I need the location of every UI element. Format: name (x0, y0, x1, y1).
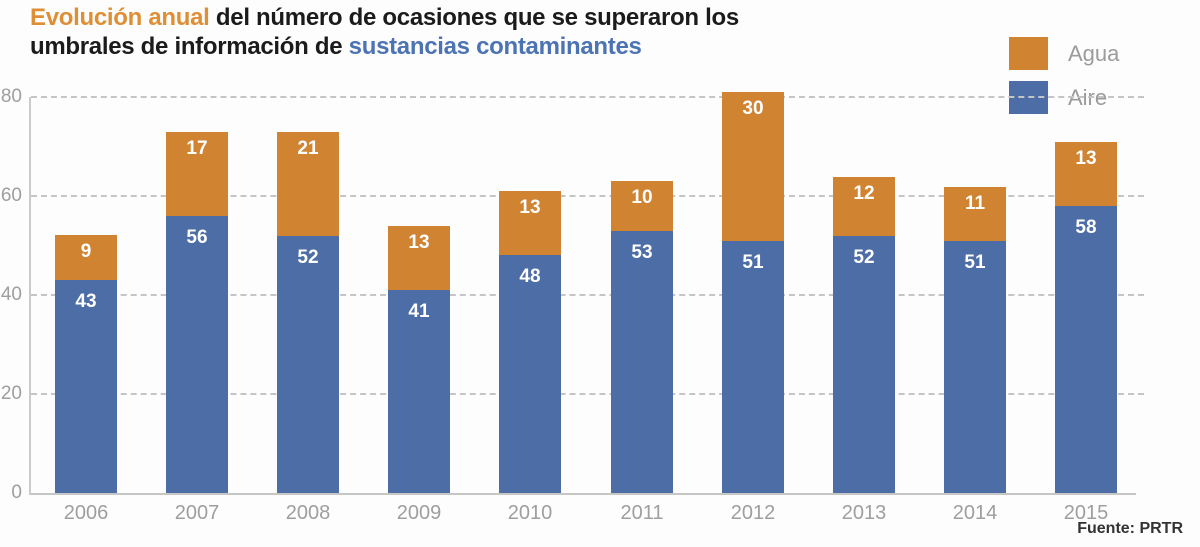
gridline-60 (31, 195, 1144, 197)
legend-item-agua: Agua (1009, 37, 1119, 70)
bar-segment-aire-2009: 41 (388, 290, 450, 493)
legend-swatch-agua-icon (1009, 37, 1048, 70)
x-tick-label-2011: 2011 (620, 502, 664, 524)
bar-segment-aire-2011: 53 (611, 231, 673, 493)
chart-title-line2-start: umbrales de información de (30, 33, 349, 60)
x-tick-label-2014: 2014 (952, 502, 998, 524)
bar-value-agua-2014: 11 (964, 193, 986, 214)
x-tick-label-2012: 2012 (730, 502, 776, 524)
bar-segment-aire-2014: 51 (944, 241, 1006, 493)
x-tick-label-2009: 2009 (396, 502, 442, 524)
bar-segment-aire-2006: 43 (55, 280, 117, 493)
bar-value-agua-2013: 12 (853, 183, 875, 204)
bar-segment-agua-2011: 10 (611, 181, 673, 231)
y-tick-label-80: 80 (0, 86, 22, 107)
bar-value-agua-2010: 13 (519, 197, 541, 218)
chart-title-line1: Evolución anual del número de ocasiones … (30, 3, 739, 32)
bar-segment-agua-2012: 30 (722, 92, 784, 241)
gridline-80 (31, 96, 1144, 98)
bar-segment-agua-2014: 11 (944, 187, 1006, 241)
x-tick-label-2013: 2013 (841, 502, 887, 524)
chart-title: Evolución anual del número de ocasiones … (30, 3, 739, 61)
y-tick-label-40: 40 (0, 284, 22, 305)
bar-value-aire-2015: 58 (1075, 217, 1097, 238)
chart-title-highlight-orange: Evolución anual (30, 4, 210, 31)
bar-value-aire-2006: 43 (75, 291, 97, 312)
chart-title-line2: umbrales de información de sustancias co… (30, 32, 739, 61)
bar-value-aire-2010: 48 (519, 266, 541, 287)
chart-title-highlight-blue: sustancias contaminantes (348, 33, 642, 60)
bar-value-agua-2007: 17 (186, 138, 208, 159)
bar-segment-agua-2006: 9 (55, 235, 117, 280)
bar-value-aire-2009: 41 (408, 301, 430, 322)
bar-segment-agua-2007: 17 (166, 132, 228, 216)
bar-value-aire-2008: 52 (297, 247, 319, 268)
y-tick-label-60: 60 (0, 185, 22, 206)
bar-value-agua-2011: 10 (631, 187, 653, 208)
x-tick-label-2015: 2015 (1063, 502, 1109, 524)
bar-value-aire-2012: 51 (742, 252, 764, 273)
x-tick-label-2008: 2008 (285, 502, 331, 524)
bar-segment-aire-2010: 48 (499, 255, 561, 493)
x-tick-label-2006: 2006 (63, 502, 109, 524)
bar-segment-agua-2013: 12 (833, 177, 895, 236)
bar-value-agua-2009: 13 (408, 232, 430, 253)
x-tick-label-2007: 2007 (174, 502, 220, 524)
gridline-40 (31, 294, 1144, 296)
bar-value-aire-2013: 52 (853, 247, 875, 268)
bar-value-aire-2014: 51 (964, 252, 986, 273)
bar-value-aire-2007: 56 (186, 227, 208, 248)
gridline-20 (31, 393, 1144, 395)
bar-segment-agua-2015: 13 (1055, 142, 1117, 206)
plot-area: 0 20 40 60 80 43 9 2006 56 17 2007 52 21 2008 41 13 2009… (1, 86, 1144, 524)
y-tick-label-20: 20 (0, 383, 22, 404)
bar-segment-aire-2007: 56 (166, 216, 228, 493)
bar-value-agua-2008: 21 (297, 138, 319, 159)
bar-segment-agua-2010: 13 (499, 191, 561, 255)
legend-label-agua: Agua (1068, 40, 1120, 66)
bar-segment-aire-2013: 52 (833, 236, 895, 493)
bar-value-agua-2012: 30 (742, 98, 764, 119)
bar-value-agua-2015: 13 (1075, 148, 1097, 169)
bar-segment-agua-2009: 13 (388, 226, 450, 290)
bar-value-aire-2011: 53 (631, 242, 653, 263)
bar-segment-aire-2015: 58 (1055, 206, 1117, 493)
bar-segment-agua-2008: 21 (277, 132, 339, 236)
bar-segment-aire-2012: 51 (722, 241, 784, 493)
source-credit: Fuente: PRTR (1077, 520, 1183, 537)
y-tick-label-0: 0 (11, 482, 22, 503)
bar-value-agua-2006: 9 (80, 241, 92, 262)
x-tick-label-2010: 2010 (507, 502, 553, 524)
chart-title-line1-rest: del número de ocasiones que se superaron… (209, 4, 739, 31)
bar-segment-aire-2008: 52 (277, 236, 339, 493)
